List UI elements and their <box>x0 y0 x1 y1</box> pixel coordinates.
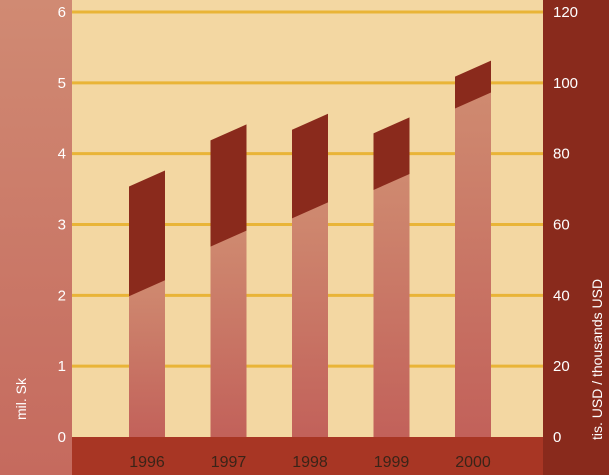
right-tick-label: 0 <box>553 429 561 446</box>
x-tick-label: 1997 <box>211 454 247 471</box>
right-tick-label: 20 <box>553 358 570 375</box>
bar-sk-1997 <box>210 230 247 437</box>
right-axis-label: tis. USD / thousands USD <box>589 279 605 440</box>
x-tick-label: 1998 <box>292 454 328 471</box>
left-tick-label: 5 <box>58 75 66 92</box>
left-tick-label: 0 <box>58 429 66 446</box>
x-axis-band <box>72 437 543 475</box>
bars <box>129 60 491 438</box>
x-tick-label: 1999 <box>374 454 410 471</box>
left-tick-label: 4 <box>58 146 66 163</box>
bar-sk-1999 <box>373 174 410 437</box>
right-tick-label: 120 <box>553 4 578 21</box>
x-tick-label: 2000 <box>455 454 491 471</box>
x-tick-label: 1996 <box>129 454 165 471</box>
bar-sk-1996 <box>129 280 165 437</box>
left-tick-label: 3 <box>58 217 66 234</box>
right-tick-label: 100 <box>553 75 578 92</box>
bar-sk-2000 <box>455 92 491 438</box>
bar-sk-1998 <box>292 202 328 437</box>
left-axis-ticks: 0 1 2 3 4 5 6 <box>58 4 66 446</box>
left-tick-label: 2 <box>58 287 66 304</box>
left-axis-label: mil. Sk <box>13 377 29 420</box>
right-axis-panel <box>543 0 609 475</box>
right-axis-ticks: 0 20 40 60 80 100 120 <box>553 4 578 446</box>
left-tick-label: 1 <box>58 358 66 375</box>
left-tick-label: 6 <box>58 4 66 21</box>
right-tick-label: 40 <box>553 287 570 304</box>
right-tick-label: 60 <box>553 217 570 234</box>
left-axis-panel <box>0 0 72 475</box>
right-tick-label: 80 <box>553 146 570 163</box>
x-axis-ticks: 1996 1997 1998 1999 2000 <box>129 454 491 471</box>
